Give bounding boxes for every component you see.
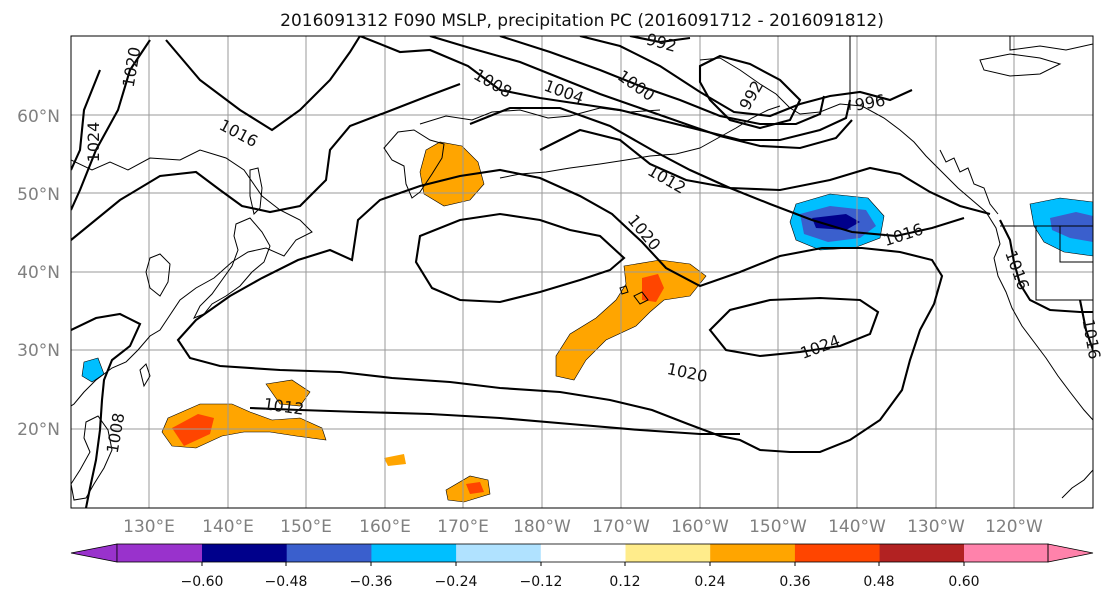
colorbar-tick-label: −0.36 (350, 574, 393, 590)
lon-label: 160°E (359, 517, 411, 537)
isobar-1016-south (71, 312, 142, 508)
map-title: 2016091312 F090 MSLP, precipitation PC (… (280, 11, 884, 31)
isobar-1004 (429, 36, 853, 150)
lat-label: 20°N (17, 420, 60, 440)
northern-islands (979, 53, 1062, 77)
colorbar-tick-label: −0.48 (265, 574, 308, 590)
isobar-1024-inner-west (414, 212, 626, 304)
lon-label: 150°W (749, 517, 807, 537)
map-frame (70, 35, 1094, 509)
colorbar-segment (202, 544, 288, 562)
us-state-border-1 (1035, 226, 1093, 301)
lon-label: 130°W (907, 517, 965, 537)
colorbar-tick-label: 0.36 (779, 574, 810, 590)
isobar-1016-coast (999, 219, 1093, 314)
colorbar-extend-max (1047, 543, 1094, 563)
lat-label: 50°N (17, 185, 60, 205)
asia-coastline (71, 149, 313, 407)
colorbar-tick-label: 0.12 (609, 574, 640, 590)
colorbar-tick-label: 0.60 (948, 574, 979, 590)
mexico-coastline (1061, 469, 1093, 499)
isobar-1008-north (359, 36, 852, 142)
japan-coastline (192, 217, 271, 319)
aleutian-islands (499, 147, 701, 179)
longitude-labels: 130°E 140°E 150°E 160°E 170°E 180°W 170°… (123, 517, 1043, 537)
lon-label: 170°E (437, 517, 489, 537)
colorbar-tick-label: −0.12 (520, 574, 563, 590)
isobar-996 (579, 36, 913, 118)
lon-label: 180°W (513, 517, 571, 537)
isobar-label: 1024 (84, 122, 103, 163)
lat-label: 60°N (17, 107, 60, 127)
lon-label: 150°E (280, 517, 332, 537)
colorbar-segment (879, 544, 965, 562)
precip-negative-mid-coast (1050, 212, 1093, 242)
colorbar-tick-labels: −0.60 −0.48 −0.36 −0.24 −0.12 0.12 0.24 … (181, 574, 980, 590)
precip-positive-area-small (384, 454, 406, 466)
precip-positive-core-west (172, 414, 214, 446)
us-state-border-2 (1059, 226, 1093, 263)
taiwan-coastline (139, 363, 151, 388)
mslp-isobars (71, 36, 1093, 508)
lat-label: 40°N (17, 263, 60, 283)
lon-label: 140°W (828, 517, 886, 537)
isobar-992-low (698, 54, 802, 130)
precip-positive-core-central (642, 274, 664, 302)
lon-label: 170°W (592, 517, 650, 537)
lon-label: 140°E (202, 517, 254, 537)
isobar-1012-north (71, 83, 461, 241)
precip-positive-area-marianas (265, 379, 311, 407)
colorbar-tick-label: −0.60 (181, 574, 224, 590)
colorbar (70, 543, 1094, 566)
philippines-coastline (71, 415, 113, 501)
korea-coastline (145, 253, 171, 297)
sakhalin-coastline (249, 167, 263, 215)
precip-positive-core-south (466, 482, 484, 494)
arctic-coastline (1009, 36, 1093, 51)
isobar-992-north (629, 36, 691, 44)
latitude-labels: 60°N 50°N 40°N 30°N 20°N (17, 107, 60, 440)
colorbar-segment (456, 544, 542, 562)
isobar-1020-main (176, 168, 944, 454)
lon-label: 130°E (123, 517, 175, 537)
precip-positive-area-kamchatka (419, 141, 485, 207)
colorbar-segment (286, 544, 372, 562)
isobar-1020-west (71, 39, 151, 211)
colorbar-tick-label: 0.48 (863, 574, 894, 590)
colorbar-segment (794, 544, 881, 562)
colorbar-segment (625, 544, 711, 562)
colorbar-frame (116, 543, 1049, 563)
lon-label: 160°W (671, 517, 729, 537)
colorbar-segment (964, 544, 1048, 562)
isobar-1000 (499, 36, 826, 126)
lon-label: 120°W (985, 517, 1043, 537)
isobar-1016-west (165, 36, 361, 132)
colorbar-segment (710, 544, 796, 562)
british-columbia-inlets (939, 149, 999, 215)
lat-label: 30°N (17, 341, 60, 361)
colorbar-segment (371, 544, 457, 562)
isobar-1016-east (469, 106, 965, 238)
isobar-1024-inner-east (708, 296, 880, 358)
colorbar-segment (540, 544, 626, 562)
precip-negative-core-gulf (812, 214, 860, 230)
colorbar-extend-min (70, 543, 118, 563)
kamchatka-coastline (383, 129, 445, 199)
colorbar-segment (117, 544, 202, 562)
colorbar-tick-label: −0.24 (435, 574, 478, 590)
colorbar-tick-label: 0.24 (694, 574, 725, 590)
isobar-1024-west (71, 69, 101, 171)
isobar-1012-south (249, 406, 740, 436)
isobar-1012-east (539, 128, 991, 216)
hawaii-islands (619, 285, 649, 305)
isobar-1012-coast (1078, 299, 1093, 351)
